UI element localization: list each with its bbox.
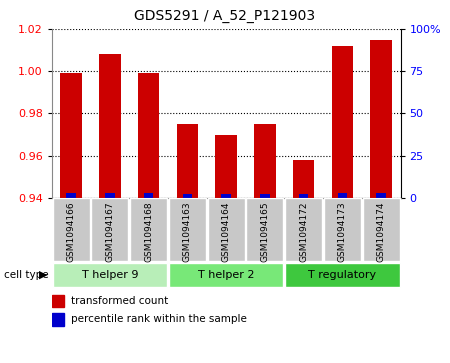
Bar — [254, 124, 275, 198]
Bar — [207, 198, 245, 261]
Bar — [66, 192, 76, 198]
Bar — [177, 124, 198, 198]
Bar — [144, 193, 153, 198]
Bar — [53, 198, 90, 261]
Bar — [130, 198, 167, 261]
Bar — [332, 46, 353, 198]
Text: GSM1094173: GSM1094173 — [338, 201, 347, 262]
Bar — [370, 40, 392, 198]
Bar — [363, 198, 400, 261]
Bar — [299, 193, 308, 198]
Bar — [60, 73, 82, 198]
Text: GSM1094174: GSM1094174 — [377, 201, 386, 261]
Text: transformed count: transformed count — [71, 296, 168, 306]
Text: T helper 9: T helper 9 — [81, 270, 138, 280]
Text: GSM1094165: GSM1094165 — [261, 201, 270, 262]
Text: GSM1094163: GSM1094163 — [183, 201, 192, 262]
Bar — [53, 263, 167, 287]
Bar — [285, 198, 322, 261]
Text: GSM1094168: GSM1094168 — [144, 201, 153, 262]
Bar — [216, 135, 237, 198]
Text: percentile rank within the sample: percentile rank within the sample — [71, 314, 247, 325]
Bar — [221, 193, 231, 198]
Bar — [260, 193, 270, 198]
Bar — [91, 198, 129, 261]
Text: GDS5291 / A_52_P121903: GDS5291 / A_52_P121903 — [135, 9, 315, 23]
Bar — [52, 313, 64, 326]
Bar — [169, 198, 206, 261]
Bar — [169, 263, 284, 287]
Bar — [52, 295, 64, 307]
Text: GSM1094167: GSM1094167 — [105, 201, 114, 262]
Bar — [99, 54, 121, 198]
Text: T regulatory: T regulatory — [308, 270, 377, 280]
Bar — [246, 198, 284, 261]
Text: GSM1094172: GSM1094172 — [299, 201, 308, 261]
Bar — [183, 193, 192, 198]
Bar — [105, 192, 115, 198]
Bar — [376, 192, 386, 198]
Bar — [324, 198, 361, 261]
Text: ▶: ▶ — [39, 270, 47, 280]
Text: cell type: cell type — [4, 270, 49, 280]
Text: GSM1094166: GSM1094166 — [67, 201, 76, 262]
Bar — [338, 192, 347, 198]
Bar — [293, 160, 314, 198]
Text: T helper 2: T helper 2 — [198, 270, 254, 280]
Bar — [138, 73, 159, 198]
Bar — [285, 263, 400, 287]
Text: GSM1094164: GSM1094164 — [221, 201, 230, 261]
